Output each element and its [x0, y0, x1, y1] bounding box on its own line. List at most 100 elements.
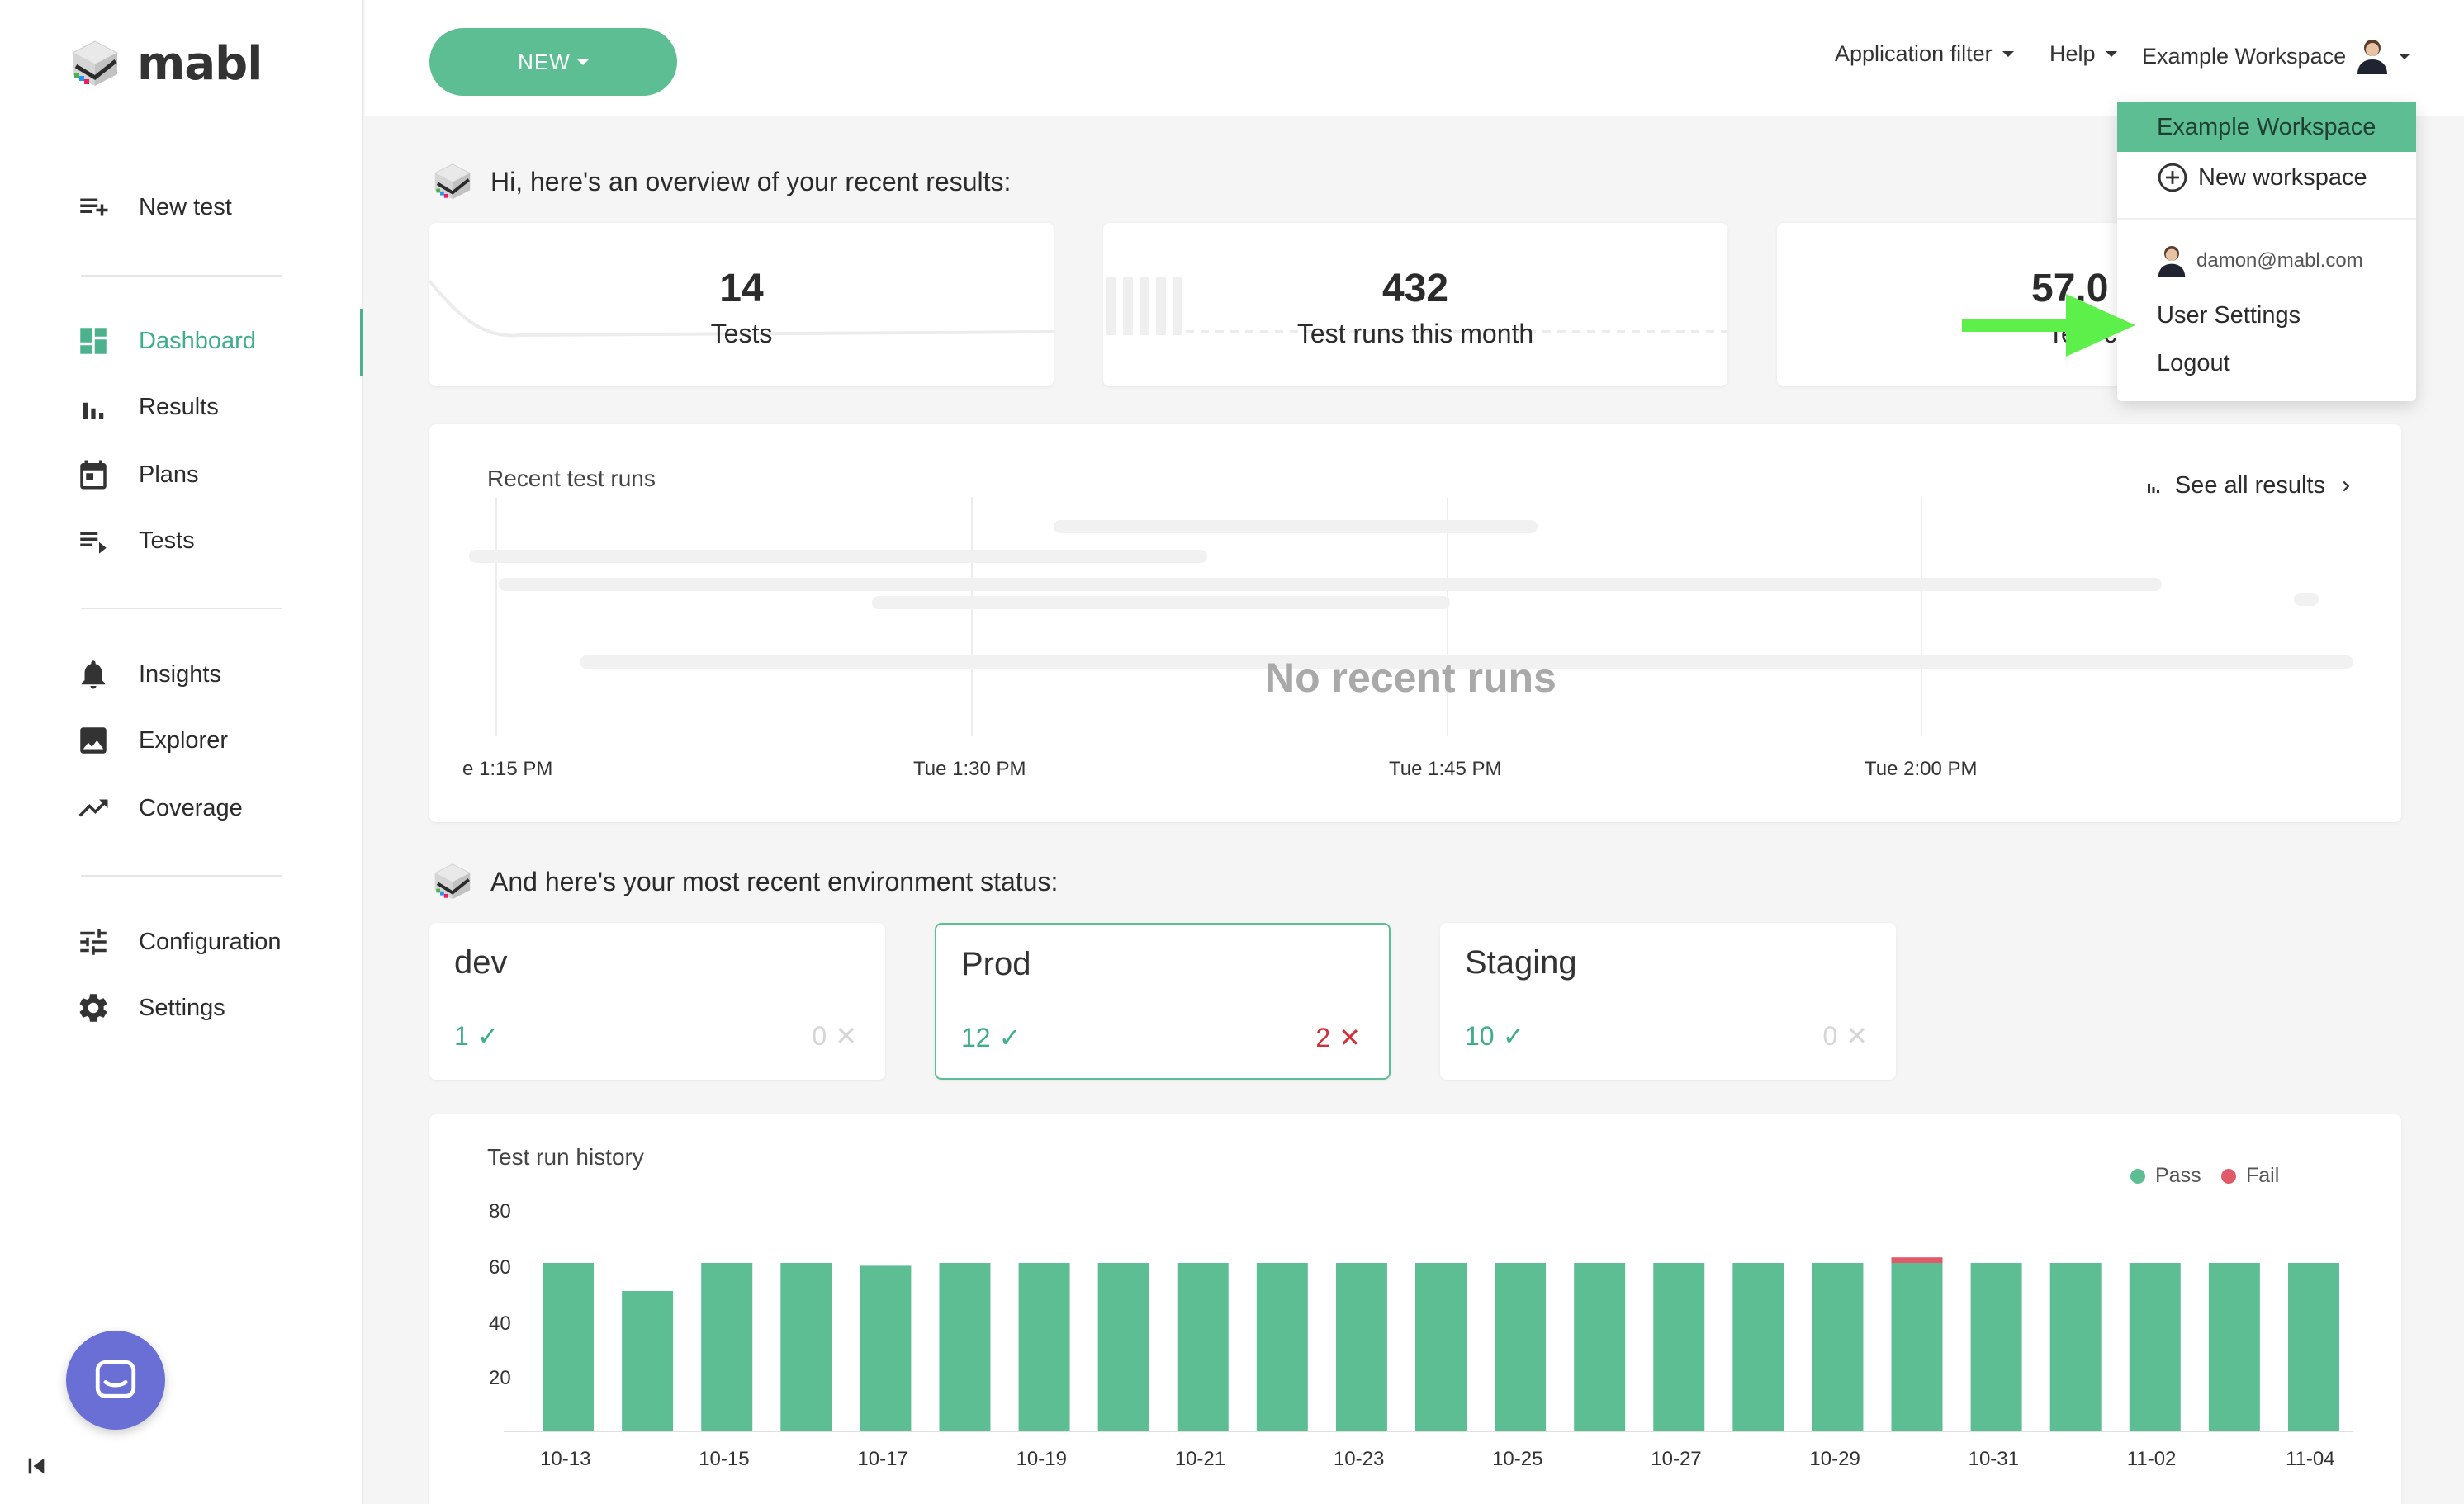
y-tick-label: 40 [489, 1312, 511, 1335]
bar-pass-10-25[interactable] [1495, 1263, 1547, 1431]
time-axis-label: Tue 1:45 PM [1389, 758, 1502, 780]
dashboard-icon [76, 324, 111, 358]
sidebar-item-label: Insights [139, 660, 221, 688]
user-email-text: damon@mabl.com [2196, 249, 2363, 272]
user-email: damon@mabl.com [2157, 244, 2363, 277]
environment-card-staging[interactable]: Staging 10 ✓ 0 ✕ [1440, 923, 1896, 1080]
bar-fail-10-30[interactable] [1891, 1257, 1943, 1263]
bar-pass-10-14[interactable] [622, 1291, 674, 1431]
gridline [1921, 497, 1922, 736]
bar-pass-11-03[interactable] [2208, 1263, 2260, 1431]
bar-pass-10-21[interactable] [1177, 1263, 1229, 1431]
bar-pass-10-15[interactable] [701, 1263, 753, 1431]
environment-heading: And here's your most recent environment … [431, 860, 1058, 903]
logo[interactable]: mabl [68, 36, 263, 91]
fail-count: 0 [812, 1020, 827, 1051]
trending-up-icon [76, 791, 111, 825]
time-axis-label: e 1:15 PM [462, 758, 553, 780]
environment-pass-count: 12 ✓ [961, 1022, 1021, 1053]
fail-legend-dot [2221, 1168, 2236, 1184]
x-icon: ✕ [1339, 1023, 1361, 1052]
pass-count: 12 [961, 1022, 991, 1052]
sidebar-item-explorer[interactable]: Explorer [76, 723, 228, 758]
collapse-sidebar-icon[interactable] [25, 1454, 48, 1482]
brand-name: mabl [137, 36, 263, 91]
recent-runs-card: Recent test runs See all results No rece… [429, 424, 2401, 822]
bar-pass-11-02[interactable] [2129, 1263, 2181, 1431]
bar-pass-10-28[interactable] [1732, 1263, 1784, 1431]
stat-value: 432 [1381, 267, 1449, 310]
see-all-label: See all results [2174, 472, 2325, 499]
chat-launcher-button[interactable] [66, 1331, 165, 1430]
sidebar-item-label: Results [139, 393, 219, 420]
sidebar-item-plans[interactable]: Plans [76, 457, 199, 492]
chevron-down-icon [2399, 53, 2411, 59]
stat-card-test-runs[interactable]: 432 Test runs this month [1103, 223, 1727, 386]
new-button[interactable]: NEW [429, 28, 677, 96]
x-tick-label: 10-23 [1333, 1448, 1385, 1470]
bar-pass-10-19[interactable] [1018, 1263, 1070, 1431]
environment-card-prod[interactable]: Prod 12 ✓ 2 ✕ [935, 923, 1391, 1080]
x-tick-label: 11-04 [2285, 1448, 2335, 1470]
bar-pass-10-13[interactable] [543, 1263, 595, 1431]
sidebar-item-dashboard[interactable]: Dashboard [76, 324, 256, 358]
sparkline [429, 279, 1054, 338]
bar-pass-10-23[interactable] [1335, 1263, 1387, 1431]
check-icon: ✓ [1502, 1021, 1525, 1051]
bell-icon [76, 657, 111, 692]
sparkline [1106, 277, 1727, 335]
bar-pass-10-31[interactable] [1970, 1263, 2022, 1431]
chevron-down-icon [2105, 51, 2117, 57]
workspace-option-active[interactable]: Example Workspace [2117, 102, 2416, 152]
bar-chart-icon [76, 390, 111, 424]
bar-pass-10-22[interactable] [1256, 1263, 1308, 1431]
see-all-results-link[interactable]: See all results [2144, 472, 2355, 499]
help-menu[interactable]: Help [2049, 41, 2117, 67]
bar-pass-10-20[interactable] [1097, 1263, 1149, 1431]
sidebar-item-new-test[interactable]: New test [76, 190, 232, 225]
bar-chart [504, 1257, 2353, 1432]
sidebar-item-insights[interactable]: Insights [76, 657, 221, 692]
test-run-history-card: Test run history Pass Fail 80 60 40 20 1… [429, 1114, 2401, 1504]
environment-pass-count: 10 ✓ [1465, 1020, 1524, 1052]
application-filter-menu[interactable]: Application filter [1835, 41, 2014, 67]
x-tick-label: 10-13 [540, 1448, 591, 1470]
legend-fail: Fail [2221, 1164, 2279, 1188]
skeleton-bar [872, 596, 1450, 609]
sidebar-item-tests[interactable]: Tests [76, 523, 195, 558]
sidebar-item-settings[interactable]: Settings [76, 991, 225, 1025]
stat-value: 14 [719, 267, 764, 310]
time-axis-label: Tue 2:00 PM [1865, 758, 1978, 780]
sidebar-item-results[interactable]: Results [76, 390, 219, 424]
y-tick-label: 20 [489, 1367, 511, 1389]
bar-pass-10-24[interactable] [1415, 1263, 1467, 1431]
x-tick-label: 10-29 [1809, 1448, 1860, 1470]
topbar [365, 0, 2464, 116]
skeleton-bar [499, 578, 2162, 591]
bar-pass-10-18[interactable] [939, 1263, 991, 1431]
playlist-add-icon [76, 190, 111, 225]
bar-pass-10-26[interactable] [1574, 1263, 1626, 1431]
stat-card-tests[interactable]: 14 Tests [429, 223, 1054, 386]
user-settings-item[interactable]: User Settings [2157, 302, 2301, 329]
new-button-label: NEW [518, 49, 571, 74]
x-tick-label: 10-31 [1968, 1448, 2019, 1470]
workspace-dropdown: Example Workspace New workspace damon@ma… [2117, 102, 2416, 401]
bar-pass-11-04[interactable] [2287, 1263, 2339, 1431]
sidebar-item-coverage[interactable]: Coverage [76, 791, 243, 825]
bar-pass-11-01[interactable] [2049, 1263, 2102, 1431]
gridline [495, 497, 497, 736]
bar-pass-10-16[interactable] [780, 1263, 832, 1431]
application-filter-label: Application filter [1835, 41, 1993, 66]
logout-item[interactable]: Logout [2157, 350, 2230, 376]
bar-pass-10-17[interactable] [860, 1265, 912, 1431]
bar-pass-10-29[interactable] [1812, 1263, 1864, 1431]
environment-card-dev[interactable]: dev 1 ✓ 0 ✕ [429, 923, 885, 1080]
workspace-menu[interactable]: Example Workspace [2142, 38, 2411, 74]
bar-pass-10-30[interactable] [1891, 1263, 1943, 1431]
sidebar-item-configuration[interactable]: Configuration [76, 925, 282, 959]
bar-pass-10-27[interactable] [1653, 1263, 1705, 1431]
new-workspace-item[interactable]: New workspace [2157, 162, 2367, 193]
chart-title: Test run history [487, 1144, 644, 1170]
new-workspace-label: New workspace [2198, 163, 2367, 191]
